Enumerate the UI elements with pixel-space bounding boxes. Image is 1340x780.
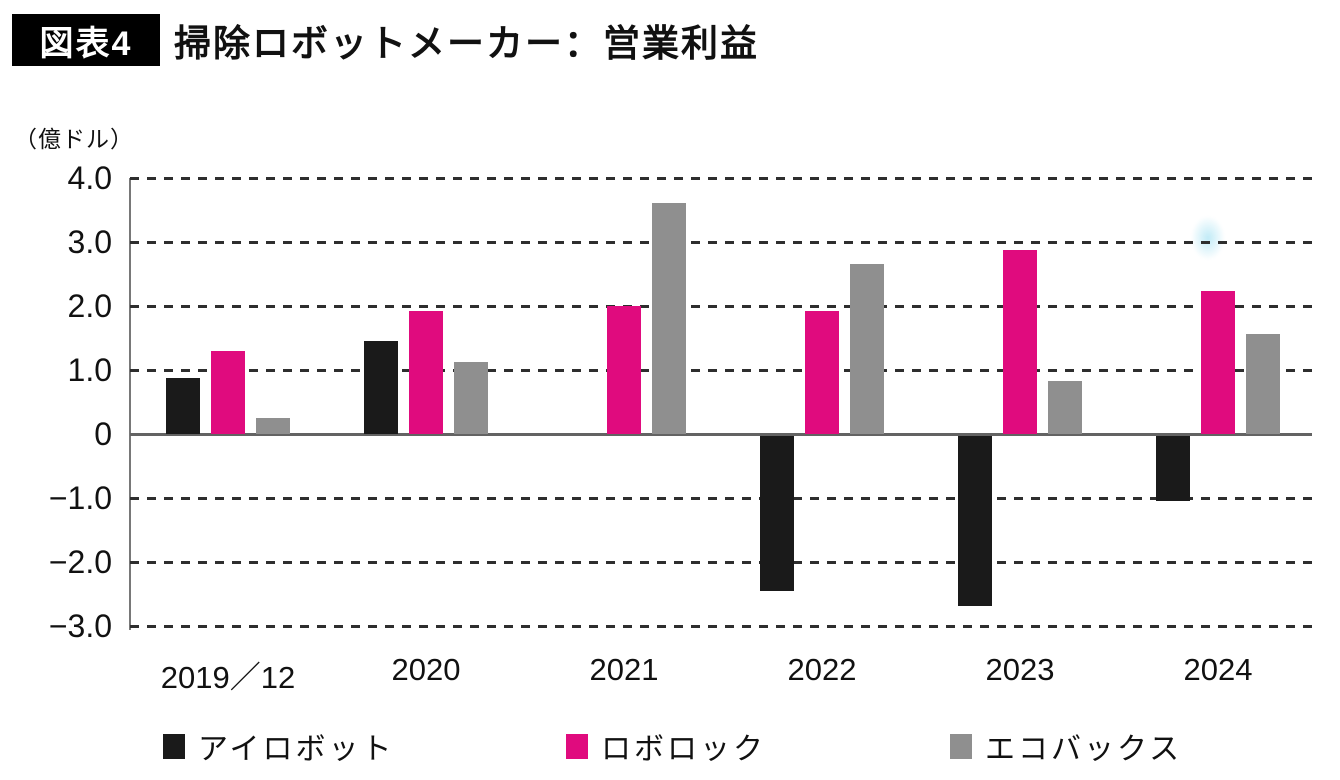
figure-title: 掃除ロボットメーカー：営業利益 (174, 23, 759, 64)
bar-roborock-0 (211, 351, 245, 434)
legend-swatch-irobot (163, 733, 185, 759)
gridline-3.0 (130, 241, 1312, 244)
bar-irobot-3 (760, 436, 794, 591)
bar-roborock-4 (1003, 250, 1037, 434)
gridline-−2.0 (130, 561, 1312, 564)
legend-label-ecovacs: エコバックス (985, 733, 1183, 766)
y-tick-label-7: −3.0 (48, 608, 112, 644)
bar-ecovacs-3 (850, 264, 884, 434)
bar-irobot-0 (166, 378, 200, 434)
bar-roborock-2 (607, 306, 641, 434)
x-tick-label-0: 2019／12 (160, 660, 296, 695)
legend: アイロボット ロボロック エコバックス (0, 716, 1340, 772)
x-tick-label-1: 2020 (391, 652, 461, 687)
gridline-2.0 (130, 305, 1312, 308)
y-tick-label-2: 2.0 (67, 288, 112, 324)
legend-label-irobot: アイロボット (198, 733, 395, 766)
x-tick-label-3: 2022 (787, 652, 857, 687)
bar-ecovacs-4 (1048, 381, 1082, 434)
y-axis-line (129, 178, 131, 630)
y-tick-label-1: 3.0 (67, 224, 112, 260)
legend-swatch-roborock (566, 733, 588, 759)
y-tick-label-4: 0 (94, 416, 112, 452)
bar-irobot-5 (1156, 436, 1190, 501)
gridline-1.0 (130, 369, 1312, 372)
bar-ecovacs-1 (454, 362, 488, 434)
y-tick-label-6: −2.0 (48, 544, 112, 580)
bar-irobot-1 (364, 341, 398, 434)
zero-baseline (130, 433, 1312, 436)
scan-artifact (1191, 216, 1225, 260)
gridline-−1.0 (130, 497, 1312, 500)
x-tick-label-5: 2024 (1183, 652, 1253, 687)
y-axis-unit-label: （億ドル） (14, 126, 134, 152)
figure-badge: 図表4 (12, 14, 160, 66)
gridline-−3.0 (130, 625, 1312, 628)
legend-label-roborock: ロボロック (601, 733, 766, 766)
y-tick-label-5: −1.0 (48, 480, 112, 516)
bar-roborock-1 (409, 311, 443, 434)
bar-ecovacs-2 (652, 203, 686, 434)
legend-item-ecovacs: エコバックス (950, 724, 1182, 768)
gridline-4.0 (130, 177, 1312, 180)
bar-roborock-5 (1201, 291, 1235, 434)
bar-irobot-4 (958, 436, 992, 606)
bar-ecovacs-5 (1246, 334, 1280, 434)
y-tick-label-3: 1.0 (67, 352, 112, 388)
y-tick-label-0: 4.0 (67, 160, 112, 196)
x-tick-label-4: 2023 (985, 652, 1055, 687)
x-tick-label-2: 2021 (589, 652, 659, 687)
bar-ecovacs-0 (256, 418, 290, 434)
legend-item-roborock: ロボロック (566, 724, 766, 768)
bar-roborock-3 (805, 311, 839, 434)
legend-item-irobot: アイロボット (163, 724, 395, 768)
legend-swatch-ecovacs (950, 733, 972, 759)
